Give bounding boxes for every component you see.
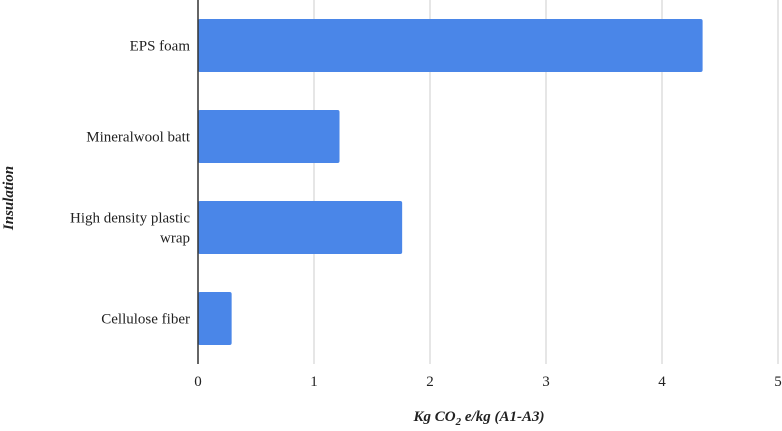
category-label: EPS foam	[130, 39, 191, 55]
category-labels: EPS foam Mineralwool batt High density pla…	[70, 39, 191, 328]
x-axis-title: Kg CO2 e/kg (A1-A3)	[413, 409, 545, 428]
bar-cellulose-fiber	[198, 292, 232, 345]
x-axis-title-suffix: e/kg (A1-A3)	[461, 409, 544, 425]
x-tick-label: 0	[194, 374, 202, 390]
y-axis-title: Insulation	[1, 166, 17, 231]
category-label: Mineralwool batt	[86, 130, 191, 146]
bar-high-density-plastic-wrap	[198, 201, 403, 254]
x-axis-title-prefix: Kg CO	[413, 409, 456, 425]
x-tick-label: 2	[426, 374, 434, 390]
category-label: Cellulose fiber	[101, 312, 190, 328]
x-tick-label: 4	[658, 374, 666, 390]
category-label: High density plastic wrap	[70, 211, 190, 247]
x-axis-title-subscript: 2	[455, 416, 462, 428]
x-tick-label: 3	[542, 374, 550, 390]
x-tick-label: 5	[774, 374, 782, 390]
x-tick-labels: 0 1 2 3 4 5	[194, 374, 782, 390]
bar-mineralwool-batt	[198, 110, 340, 163]
bar-eps-foam	[198, 19, 703, 72]
x-tick-label: 1	[310, 374, 318, 390]
bars	[198, 19, 703, 345]
